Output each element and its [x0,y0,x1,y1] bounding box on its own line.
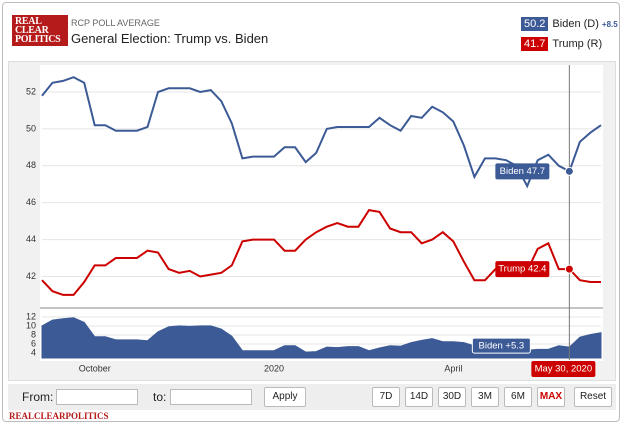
x-tick-label: 2020 [264,363,284,373]
range-button[interactable]: 7D [372,387,400,407]
annotation: Trump 42.4 [498,264,546,275]
y-tick-label: 44 [26,234,36,244]
cursor-date-box [531,361,596,377]
annotation: Biden 47.7 [500,166,545,177]
from-label: From: [22,390,54,404]
y-tick-label: 50 [26,123,36,133]
logo-line: REAL [15,16,42,27]
x-tick-label: October [79,363,111,373]
apply-button[interactable]: Apply [264,387,306,407]
y-tick-label: 4 [31,347,36,357]
annotation-box [495,163,550,180]
y-tick-label: 46 [26,197,36,207]
annotation-box [495,261,550,278]
logo-line: CLEAR [15,25,49,36]
to-input[interactable] [170,389,252,405]
widget: REAL CLEAR POLITICS RCP POLL AVERAGE Gen… [2,2,620,422]
chart-area: 42 44 46 48 50 52 4 6 8 10 12 October 2020 April Biden… [8,61,616,381]
y-tick-label: 48 [26,160,36,170]
kicker: RCP POLL AVERAGE [71,18,160,28]
footer: REALCLEARPOLITICS [9,411,109,421]
cursor-point [564,264,574,274]
legend-name: Trump (R) [552,38,603,50]
range-button[interactable]: 14D [405,387,433,407]
annotation-box [471,337,531,354]
range-button[interactable]: 3M [471,387,499,407]
reset-button[interactable]: Reset [574,387,612,407]
y-tick-label: 6 [31,338,36,348]
controls: From: to: Apply 7D 14D 30D 3M 6M MAX Reset [8,384,616,410]
y-tick-label: 42 [26,271,36,281]
legend-value: 41.7 [521,37,549,51]
cursor-point [564,166,574,176]
legend-spread: +8.5 [601,19,618,29]
title: General Election: Trump vs. Biden [71,31,269,46]
y-tick-label: 12 [26,311,36,321]
y-tick-label: 8 [31,329,36,339]
range-button[interactable]: MAX [537,387,565,407]
cursor-date: May 30, 2020 [535,364,593,375]
legend-value: 50.2 [521,17,549,31]
legend-name: Biden (D) [552,18,599,30]
range-button[interactable]: 6M [504,387,532,407]
range-button[interactable]: 30D [438,387,466,407]
plot-background [40,65,603,361]
from-input[interactable] [56,389,138,405]
x-tick-label: April [444,363,462,373]
logo: REAL CLEAR POLITICS [12,15,68,46]
y-tick-label: 10 [26,320,36,330]
legend-entry: 41.7 Trump (R) [521,37,602,51]
annotation: Biden +5.3 [479,341,525,352]
legend-entry: 50.2 Biden (D) +8.5 [521,17,618,31]
logo-line: POLITICS [15,34,61,45]
y-tick-label: 52 [26,86,36,96]
line [41,76,602,189]
to-label: to: [153,390,167,404]
